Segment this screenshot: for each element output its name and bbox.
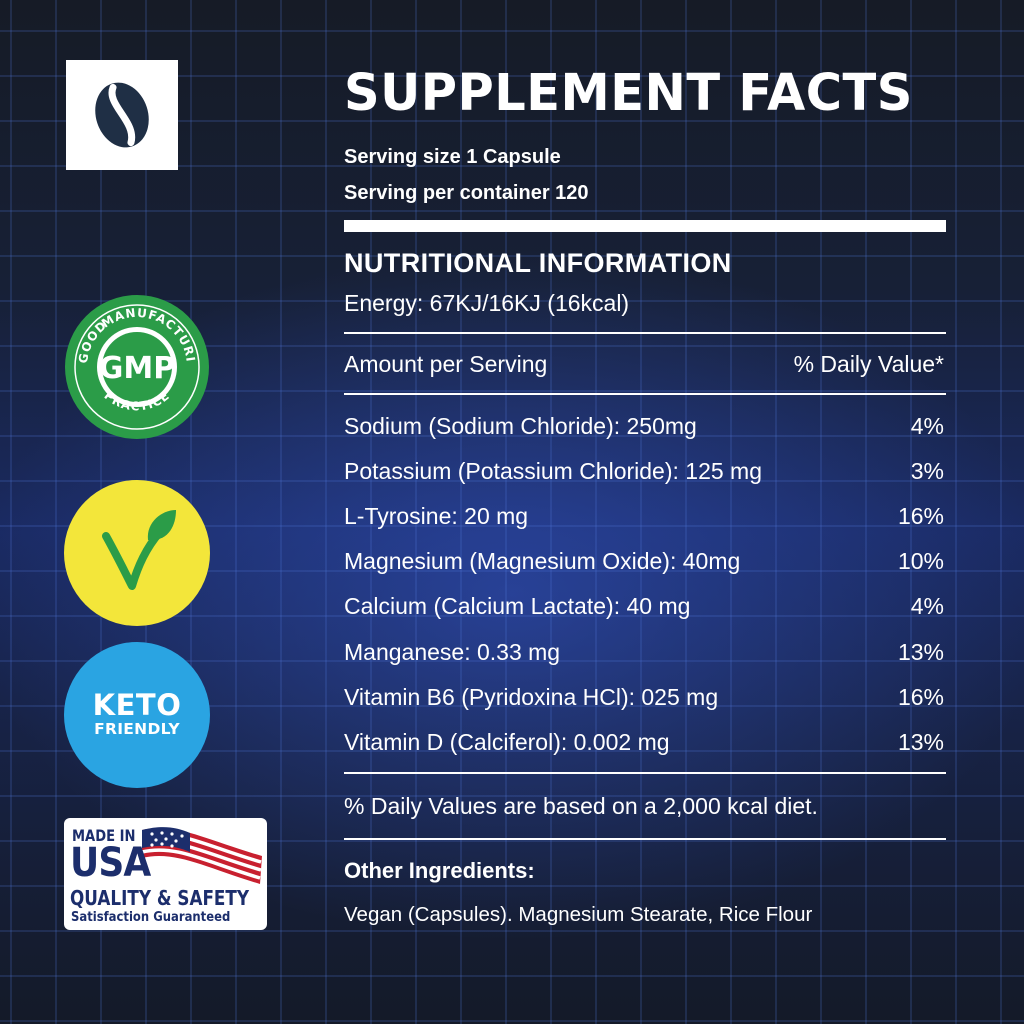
usa-guarantee-text: Satisfaction Guaranteed xyxy=(71,909,231,925)
nutrient-dv: 16% xyxy=(897,503,944,529)
keto-friendly-badge: KETO FRIENDLY xyxy=(64,642,210,788)
divider xyxy=(344,772,946,774)
nutrient-name: Manganese: 0.33 mg xyxy=(344,639,561,665)
daily-value-footnote: % Daily Values are based on a 2,000 kcal… xyxy=(344,793,818,819)
table-row: Sodium (Sodium Chloride): 250mg 4% xyxy=(344,413,944,440)
daily-value-header: % Daily Value* xyxy=(793,351,944,377)
nutrient-name: Potassium (Potassium Chloride): 125 mg xyxy=(344,458,762,484)
nutrient-dv: 3% xyxy=(910,458,944,484)
brand-logo xyxy=(66,60,178,170)
gmp-badge: GOOD MANUFACTURING PRACTICE GMP xyxy=(58,283,210,440)
vegan-badge xyxy=(64,480,210,626)
usa-made-in-text: MADE IN xyxy=(72,826,136,845)
nutrient-dv: 4% xyxy=(910,593,944,619)
usa-quality-text: QUALITY & SAFETY xyxy=(70,886,250,910)
keto-line2: FRIENDLY xyxy=(94,720,180,738)
bean-capsule-icon xyxy=(95,82,149,148)
divider xyxy=(344,332,946,334)
nutrient-dv: 10% xyxy=(897,548,944,574)
us-flag-icon xyxy=(141,827,262,884)
table-row: Magnesium (Magnesium Oxide): 40mg 10% xyxy=(344,548,944,575)
made-in-usa-badge: MADE IN USA QUALITY & SAFETY Satisfactio… xyxy=(64,818,267,930)
nutrient-name: L-Tyrosine: 20 mg xyxy=(344,503,529,529)
vegan-v-leaf-icon xyxy=(102,510,176,590)
nutrient-name: Vitamin D (Calciferol): 0.002 mg xyxy=(344,729,670,755)
divider xyxy=(344,393,946,395)
table-row: Calcium (Calcium Lactate): 40 mg 4% xyxy=(344,593,944,620)
divider xyxy=(344,838,946,840)
column-header: Amount per Serving % Daily Value* xyxy=(344,351,944,378)
table-row: Vitamin D (Calciferol): 0.002 mg 13% xyxy=(344,729,944,756)
nutrient-name: Calcium (Calcium Lactate): 40 mg xyxy=(344,593,691,619)
nutrient-dv: 13% xyxy=(897,639,944,665)
nutrient-name: Sodium (Sodium Chloride): 250mg xyxy=(344,413,697,439)
nutrient-dv: 13% xyxy=(897,729,944,755)
other-ingredients-text: Vegan (Capsules). Magnesium Stearate, Ri… xyxy=(344,903,813,926)
gmp-center-text: GMP xyxy=(99,351,175,386)
nutritional-heading: NUTRITIONAL INFORMATION xyxy=(344,248,732,278)
serving-size: Serving size 1 Capsule xyxy=(344,146,561,168)
table-row: Vitamin B6 (Pyridoxina HCl): 025 mg 16% xyxy=(344,684,944,711)
thick-divider xyxy=(344,220,946,232)
amount-header: Amount per Serving xyxy=(344,351,548,377)
servings-per-container: Serving per container 120 xyxy=(344,182,589,204)
nutrient-name: Magnesium (Magnesium Oxide): 40mg xyxy=(344,548,741,574)
table-row: L-Tyrosine: 20 mg 16% xyxy=(344,503,944,530)
other-ingredients-label: Other Ingredients: xyxy=(344,858,535,883)
facts-title: SUPPLEMENT FACTS xyxy=(344,64,913,123)
keto-line1: KETO xyxy=(92,688,182,722)
energy-line: Energy: 67KJ/16KJ (16kcal) xyxy=(344,290,630,316)
usa-word-text: USA xyxy=(70,840,151,886)
nutrient-dv: 4% xyxy=(910,413,944,439)
nutrient-dv: 16% xyxy=(897,684,944,710)
table-row: Manganese: 0.33 mg 13% xyxy=(344,639,944,666)
table-row: Potassium (Potassium Chloride): 125 mg 3… xyxy=(344,458,944,485)
nutrient-name: Vitamin B6 (Pyridoxina HCl): 025 mg xyxy=(344,684,719,710)
